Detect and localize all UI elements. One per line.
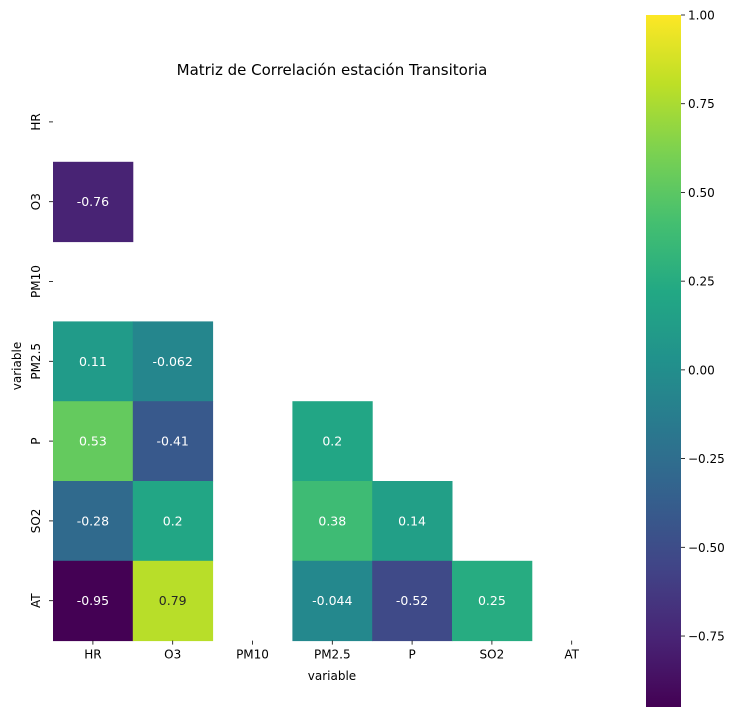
y-tick-label: P [29,437,43,444]
heatmap-cell [292,401,373,482]
heatmap-cells [53,161,533,642]
y-tick-label: PM2.5 [29,343,43,380]
colorbar-ticks: 1.00 0.75 0.50 0.25 0.00 −0.25 −0.50 −0.75 [681,9,725,644]
heatmap-cell [132,321,214,402]
colorbar-tick-label: −0.25 [688,452,725,466]
colorbar-tick-label: 0.75 [688,97,715,111]
heatmap-cell-label: 0.2 [163,513,183,528]
x-tick-label: O3 [164,648,181,662]
y-axis-label: variable [10,342,24,390]
heatmap-cell [372,481,453,562]
heatmap-cell [53,560,134,642]
colorbar [646,15,681,707]
heatmap-cell-label: 0.2 [322,434,342,449]
y-tick-label: HR [29,113,43,130]
heatmap-cell-label: 0.25 [478,593,506,608]
y-axis-ticks: HR O3 PM10 PM2.5 P SO2 AT [29,113,53,608]
chart-title: Matriz de Correlación estación Transitor… [177,61,488,79]
heatmap-cell-labels: -0.76 0.11 -0.062 0.53 -0.41 0.2 -0.28 0.2 0.38 0… [77,194,506,608]
y-tick-label: PM10 [29,265,43,298]
heatmap-cell [53,481,134,562]
heatmap-cell [132,560,214,642]
x-tick-label: HR [84,648,101,662]
heatmap-cell [53,401,134,482]
heatmap-cell [292,481,373,562]
heatmap-cell-label: -0.95 [77,593,109,608]
colorbar-tick-label: −0.50 [688,541,725,555]
heatmap-cell [132,401,214,482]
x-tick-label: PM10 [236,648,269,662]
y-tick-label: AT [29,593,43,608]
x-axis-label: variable [308,669,356,683]
heatmap-cell-label: -0.76 [77,194,109,209]
heatmap-cell-label: -0.28 [77,513,109,528]
x-axis-ticks: HR O3 PM10 PM2.5 P SO2 AT [84,640,580,662]
heatmap-cell [53,161,134,243]
heatmap-cell [132,481,214,562]
heatmap-cell-label: 0.53 [79,434,107,449]
colorbar-tick-label: 0.25 [688,275,715,289]
heatmap-cell-label: -0.062 [153,354,193,369]
heatmap-cell [292,560,373,642]
heatmap-cell [53,321,134,402]
heatmap-cell [452,560,533,642]
heatmap-cell-label: 0.38 [318,513,346,528]
heatmap-cell-label: -0.044 [312,593,352,608]
x-tick-label: PM2.5 [314,648,351,662]
y-tick-label: O3 [29,193,43,210]
x-tick-label: P [408,648,415,662]
heatmap-cell-label: 0.11 [79,354,107,369]
colorbar-tick-label: −0.75 [688,630,725,644]
x-tick-label: SO2 [480,648,505,662]
heatmap-cell-label: 0.14 [398,513,426,528]
colorbar-tick-label: 0.50 [688,186,715,200]
colorbar-tick-label: 1.00 [688,9,715,23]
y-tick-label: SO2 [29,509,43,534]
heatmap-cell-label: -0.52 [396,593,428,608]
colorbar-tick-label: 0.00 [688,363,715,377]
heatmap-cell-label: 0.79 [159,593,187,608]
heatmap-cell-label: -0.41 [157,434,189,449]
heatmap-cell [372,560,453,642]
x-tick-label: AT [564,648,579,662]
